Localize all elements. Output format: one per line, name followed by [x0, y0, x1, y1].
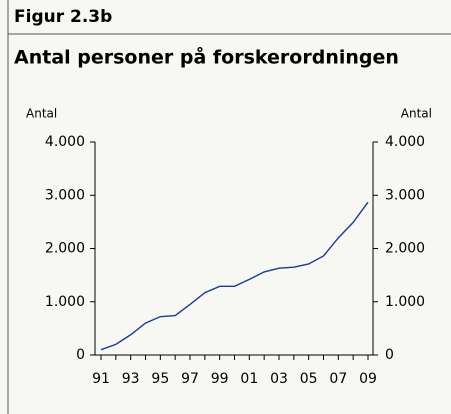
figure-label: Figur 2.3b	[14, 7, 112, 27]
y-tick-label: 2.000	[45, 241, 85, 257]
y-tick-label: 3.000	[45, 187, 85, 203]
y2-tick-label: 0	[385, 347, 394, 363]
y2-tick-label: 4.000	[385, 134, 425, 150]
x-tick-label: 09	[359, 371, 377, 387]
x-tick-label: 05	[300, 371, 318, 387]
y-axis-label: Antal	[26, 107, 57, 121]
y2-tick-label: 3.000	[385, 187, 425, 203]
data-line	[100, 201, 369, 351]
x-tick-label: 95	[151, 371, 169, 387]
y2-tick-label: 1.000	[385, 294, 425, 310]
x-tick-label: 93	[122, 371, 140, 387]
y2-axis-label: Antal	[401, 107, 432, 121]
x-tick-label: 03	[270, 371, 288, 387]
y-tick-label: 4.000	[45, 134, 85, 150]
x-tick-label: 07	[329, 371, 347, 387]
y-tick-label: 0	[76, 347, 85, 363]
x-tick-label: 97	[181, 371, 199, 387]
x-tick-label: 91	[92, 371, 110, 387]
x-tick-label: 01	[240, 371, 258, 387]
x-tick-label: 99	[211, 371, 229, 387]
chart-title: Antal personer på forskerordningen	[14, 45, 399, 69]
y-tick-label: 1.000	[45, 294, 85, 310]
y2-tick-label: 2.000	[385, 241, 425, 257]
